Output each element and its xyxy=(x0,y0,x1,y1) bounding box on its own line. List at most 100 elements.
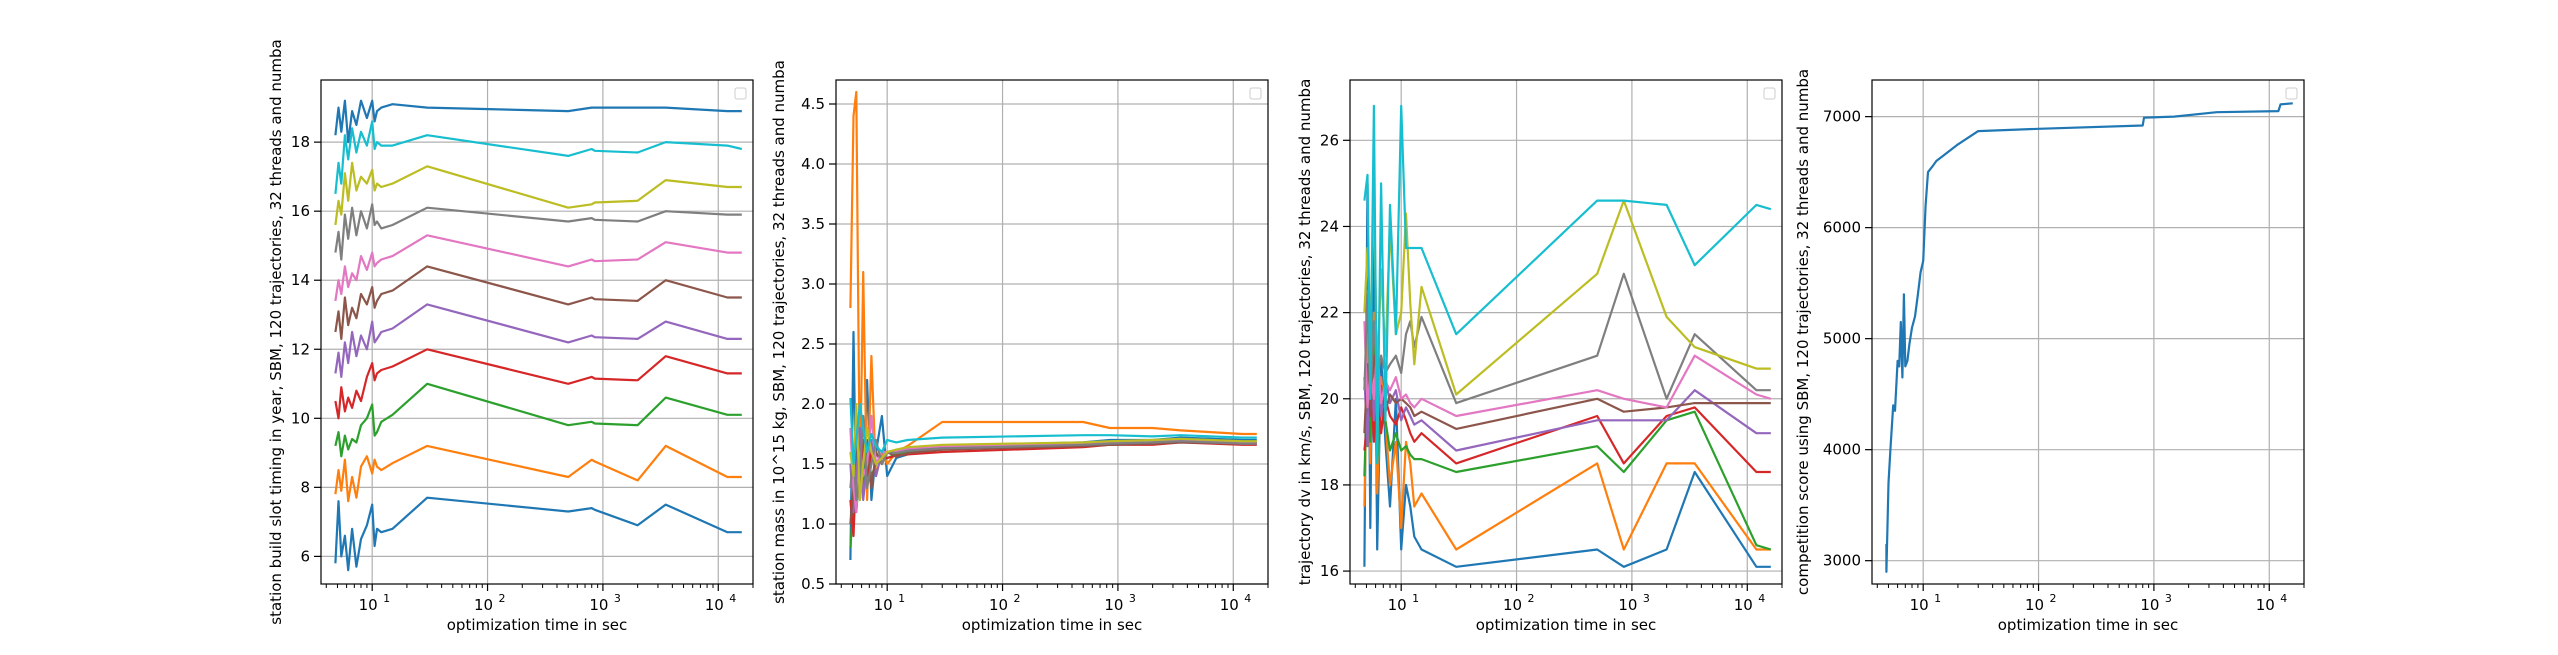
x-tick-label: 10 xyxy=(705,596,724,614)
chart-panel-station-mass: 10 1 10 2 10 3 10 4 0.5 1.0 1.5 2.0 2.5 3.0 3.5 4.0 4.5 o… xyxy=(770,60,1269,634)
legend xyxy=(2285,87,2298,100)
series-line-8 xyxy=(1363,272,1771,405)
x-tick-exponent: 1 xyxy=(1934,592,1941,605)
x-tick-label: 10 xyxy=(359,596,378,614)
series-line-10 xyxy=(334,120,743,195)
series-line-2 xyxy=(334,444,742,503)
series-group xyxy=(1363,104,1772,568)
x-tick-exponent: 1 xyxy=(898,592,905,605)
series-line-10 xyxy=(849,397,1257,466)
chart-panel-trajectory-dv: 10 1 10 2 10 3 10 4 16 18 20 22 24 26 optimization tim… xyxy=(1296,79,1783,634)
y-tick-label: 26 xyxy=(1320,131,1339,149)
x-tick-label: 10 xyxy=(1618,596,1637,614)
x-tick-exponent: 4 xyxy=(1758,592,1765,605)
y-tick-label: 3.0 xyxy=(801,275,825,293)
y-tick-label: 14 xyxy=(291,271,310,289)
series-line-9 xyxy=(849,402,1257,502)
grid xyxy=(836,80,1268,585)
y-tick-label: 22 xyxy=(1320,304,1339,322)
x-tick-label: 10 xyxy=(874,596,893,614)
y-axis-label: competition score using SBM, 120 traject… xyxy=(1794,69,1812,595)
series-line-7 xyxy=(334,234,742,302)
y-tick-label: 2.5 xyxy=(801,335,825,353)
y-tick-label: 24 xyxy=(1320,217,1339,235)
y-axis-label: trajectory dv in km/s, SBM, 120 trajecto… xyxy=(1296,79,1314,586)
series-line-6 xyxy=(1363,354,1771,434)
x-axis-label: optimization time in sec xyxy=(962,616,1142,634)
series-line-3 xyxy=(334,382,742,458)
y-tick-label: 10 xyxy=(291,409,310,427)
x-tick-exponent: 1 xyxy=(383,592,390,605)
series-group xyxy=(1885,102,2293,573)
series-line-5 xyxy=(334,303,742,378)
series-line-1 xyxy=(334,496,742,572)
series-line-8 xyxy=(849,414,1257,502)
y-tick-label: 3.5 xyxy=(801,215,825,233)
x-tick-label: 10 xyxy=(2256,596,2275,614)
x-tick-exponent: 4 xyxy=(2280,592,2287,605)
x-tick-exponent: 2 xyxy=(499,592,506,605)
x-tick-label: 10 xyxy=(1734,596,1753,614)
y-tick-label: 20 xyxy=(1320,390,1339,408)
y-axis-label: station mass in 10^15 kg, SBM, 120 traje… xyxy=(770,60,788,604)
y-tick-label: 2.0 xyxy=(801,395,825,413)
x-tick-exponent: 2 xyxy=(1014,592,1021,605)
series-line-5 xyxy=(1363,333,1771,452)
series-line-4 xyxy=(849,438,1257,538)
x-tick-label: 10 xyxy=(1503,596,1522,614)
y-tick-label: 16 xyxy=(291,202,310,220)
series-line-1 xyxy=(1885,102,2293,573)
y-tick-label: 12 xyxy=(291,340,310,358)
y-tick-label: 1.0 xyxy=(801,515,825,533)
y-tick-label: 1.5 xyxy=(801,455,825,473)
y-tick-label: 8 xyxy=(300,478,310,496)
x-tick-exponent: 2 xyxy=(1528,592,1535,605)
y-tick-label: 6 xyxy=(300,547,310,565)
plot-frame xyxy=(1871,79,2305,585)
series-line-11 xyxy=(334,99,742,144)
x-tick-label: 10 xyxy=(1388,596,1407,614)
plot-frame xyxy=(320,79,754,585)
series-line-3 xyxy=(849,438,1257,549)
x-tick-label: 10 xyxy=(589,596,608,614)
x-tick-exponent: 4 xyxy=(1244,592,1251,605)
y-axis-label: station build slot timing in year, SBM, … xyxy=(267,39,285,624)
series-line-6 xyxy=(334,265,742,340)
y-tick-label: 7000 xyxy=(1823,108,1861,126)
x-tick-label: 10 xyxy=(2025,596,2044,614)
chart-panel-build-slot: 10 1 10 2 10 3 10 4 6 8 10 12 14 16 18 optimization tim… xyxy=(267,39,754,634)
x-tick-exponent: 2 xyxy=(2050,592,2057,605)
y-tick-label: 3000 xyxy=(1823,552,1861,570)
y-tick-label: 5000 xyxy=(1823,330,1861,348)
y-tick-label: 4000 xyxy=(1823,441,1861,459)
y-tick-label: 4.0 xyxy=(801,155,825,173)
series-group xyxy=(849,90,1257,561)
plot-frame xyxy=(835,79,1269,585)
x-tick-label: 10 xyxy=(1910,596,1929,614)
x-tick-label: 10 xyxy=(2140,596,2159,614)
series-line-9 xyxy=(334,161,742,226)
x-tick-label: 10 xyxy=(989,596,1008,614)
x-axis-label: optimization time in sec xyxy=(1476,616,1656,634)
series-group xyxy=(334,99,743,572)
y-tick-label: 18 xyxy=(291,133,310,151)
y-tick-label: 0.5 xyxy=(801,575,825,593)
grid xyxy=(1350,80,1782,584)
x-axis-label: optimization time in sec xyxy=(447,616,627,634)
grid xyxy=(1872,80,2304,584)
legend xyxy=(1249,87,1262,100)
x-tick-exponent: 3 xyxy=(1643,592,1650,605)
series-line-4 xyxy=(334,348,742,420)
series-line-1 xyxy=(1363,182,1771,568)
chart-panel-competition-score: 10 1 10 2 10 3 10 4 3000 4000 5000 6000 7000 optimiza… xyxy=(1794,69,2305,634)
x-tick-label: 10 xyxy=(1104,596,1123,614)
legend xyxy=(1763,87,1776,100)
legend xyxy=(734,87,747,100)
x-tick-exponent: 3 xyxy=(614,592,621,605)
series-line-8 xyxy=(334,203,742,261)
x-tick-label: 10 xyxy=(474,596,493,614)
x-tick-exponent: 1 xyxy=(1412,592,1419,605)
y-tick-label: 4.5 xyxy=(801,95,825,113)
y-tick-label: 16 xyxy=(1320,562,1339,580)
